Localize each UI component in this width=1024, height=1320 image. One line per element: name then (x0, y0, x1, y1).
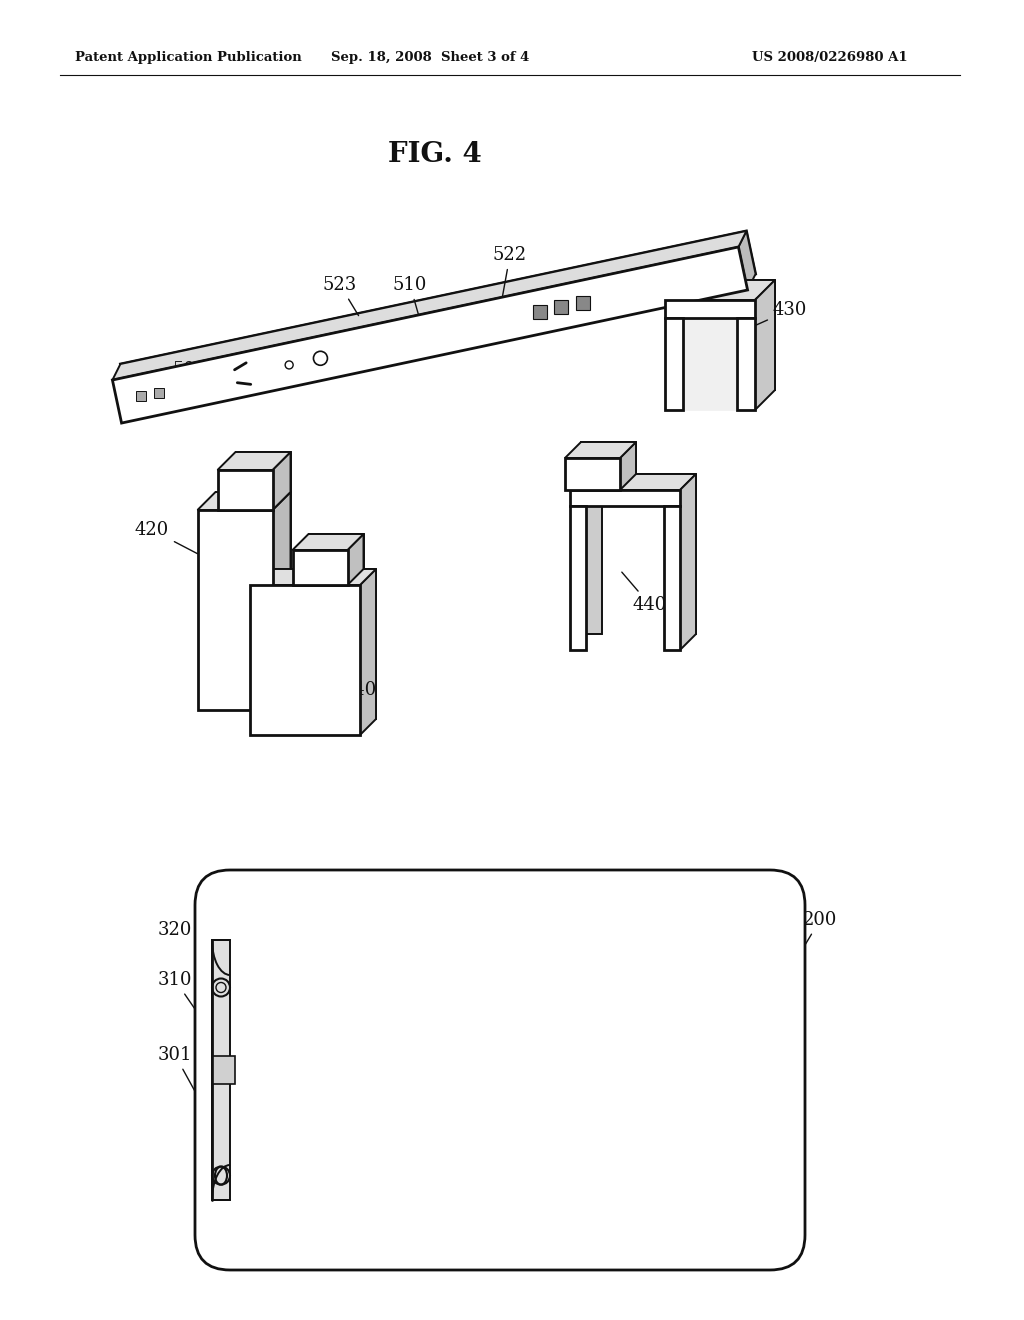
Polygon shape (735, 876, 798, 940)
Polygon shape (680, 490, 696, 634)
Text: 200: 200 (762, 911, 838, 1018)
Polygon shape (685, 280, 775, 298)
Polygon shape (665, 280, 775, 300)
Polygon shape (136, 391, 146, 401)
Polygon shape (570, 506, 586, 649)
Polygon shape (213, 1056, 234, 1084)
Polygon shape (121, 231, 756, 407)
Text: 522: 522 (493, 246, 527, 308)
Polygon shape (664, 490, 696, 506)
Polygon shape (565, 442, 636, 458)
Polygon shape (113, 231, 746, 380)
Polygon shape (212, 940, 230, 1200)
Text: US 2008/0226980 A1: US 2008/0226980 A1 (753, 51, 908, 65)
Polygon shape (293, 550, 347, 585)
Polygon shape (685, 298, 703, 389)
Polygon shape (293, 535, 364, 550)
Polygon shape (532, 305, 547, 318)
Polygon shape (737, 298, 775, 318)
Text: 440: 440 (327, 661, 377, 700)
Text: Patent Application Publication: Patent Application Publication (75, 51, 302, 65)
Polygon shape (570, 474, 696, 490)
Polygon shape (347, 535, 364, 585)
Polygon shape (757, 298, 775, 389)
Polygon shape (154, 388, 164, 397)
Polygon shape (198, 510, 272, 710)
Text: FIG. 4: FIG. 4 (388, 141, 482, 169)
Polygon shape (683, 318, 737, 411)
Polygon shape (360, 569, 376, 735)
Polygon shape (250, 569, 376, 585)
Polygon shape (665, 318, 683, 411)
Polygon shape (665, 300, 755, 318)
Polygon shape (680, 474, 696, 649)
Polygon shape (236, 451, 291, 492)
Polygon shape (198, 492, 291, 510)
Polygon shape (664, 506, 680, 649)
Polygon shape (737, 318, 755, 411)
Polygon shape (738, 231, 756, 290)
Polygon shape (586, 474, 696, 490)
Text: 440: 440 (622, 572, 667, 614)
Polygon shape (770, 912, 798, 1200)
Polygon shape (755, 280, 775, 411)
Polygon shape (565, 458, 620, 490)
Polygon shape (217, 470, 272, 510)
Polygon shape (215, 492, 291, 692)
Polygon shape (554, 300, 568, 314)
FancyBboxPatch shape (195, 870, 805, 1270)
Polygon shape (265, 876, 763, 906)
Polygon shape (113, 247, 748, 422)
Text: 301: 301 (158, 1045, 228, 1152)
Polygon shape (620, 442, 636, 490)
Text: 320: 320 (158, 921, 232, 969)
Text: 430: 430 (748, 301, 807, 329)
Polygon shape (272, 492, 291, 710)
Text: Sep. 18, 2008  Sheet 3 of 4: Sep. 18, 2008 Sheet 3 of 4 (331, 51, 529, 65)
Polygon shape (250, 585, 360, 735)
Polygon shape (217, 451, 291, 470)
Polygon shape (581, 442, 636, 474)
Text: 510: 510 (393, 276, 427, 317)
Polygon shape (575, 296, 590, 310)
Text: 523: 523 (323, 276, 358, 315)
Polygon shape (272, 451, 291, 510)
Polygon shape (266, 569, 376, 719)
Text: 500: 500 (173, 348, 305, 379)
Polygon shape (586, 490, 602, 634)
Text: 420: 420 (135, 521, 198, 553)
Polygon shape (308, 535, 364, 569)
Text: 310: 310 (158, 972, 228, 1057)
Polygon shape (570, 490, 680, 506)
